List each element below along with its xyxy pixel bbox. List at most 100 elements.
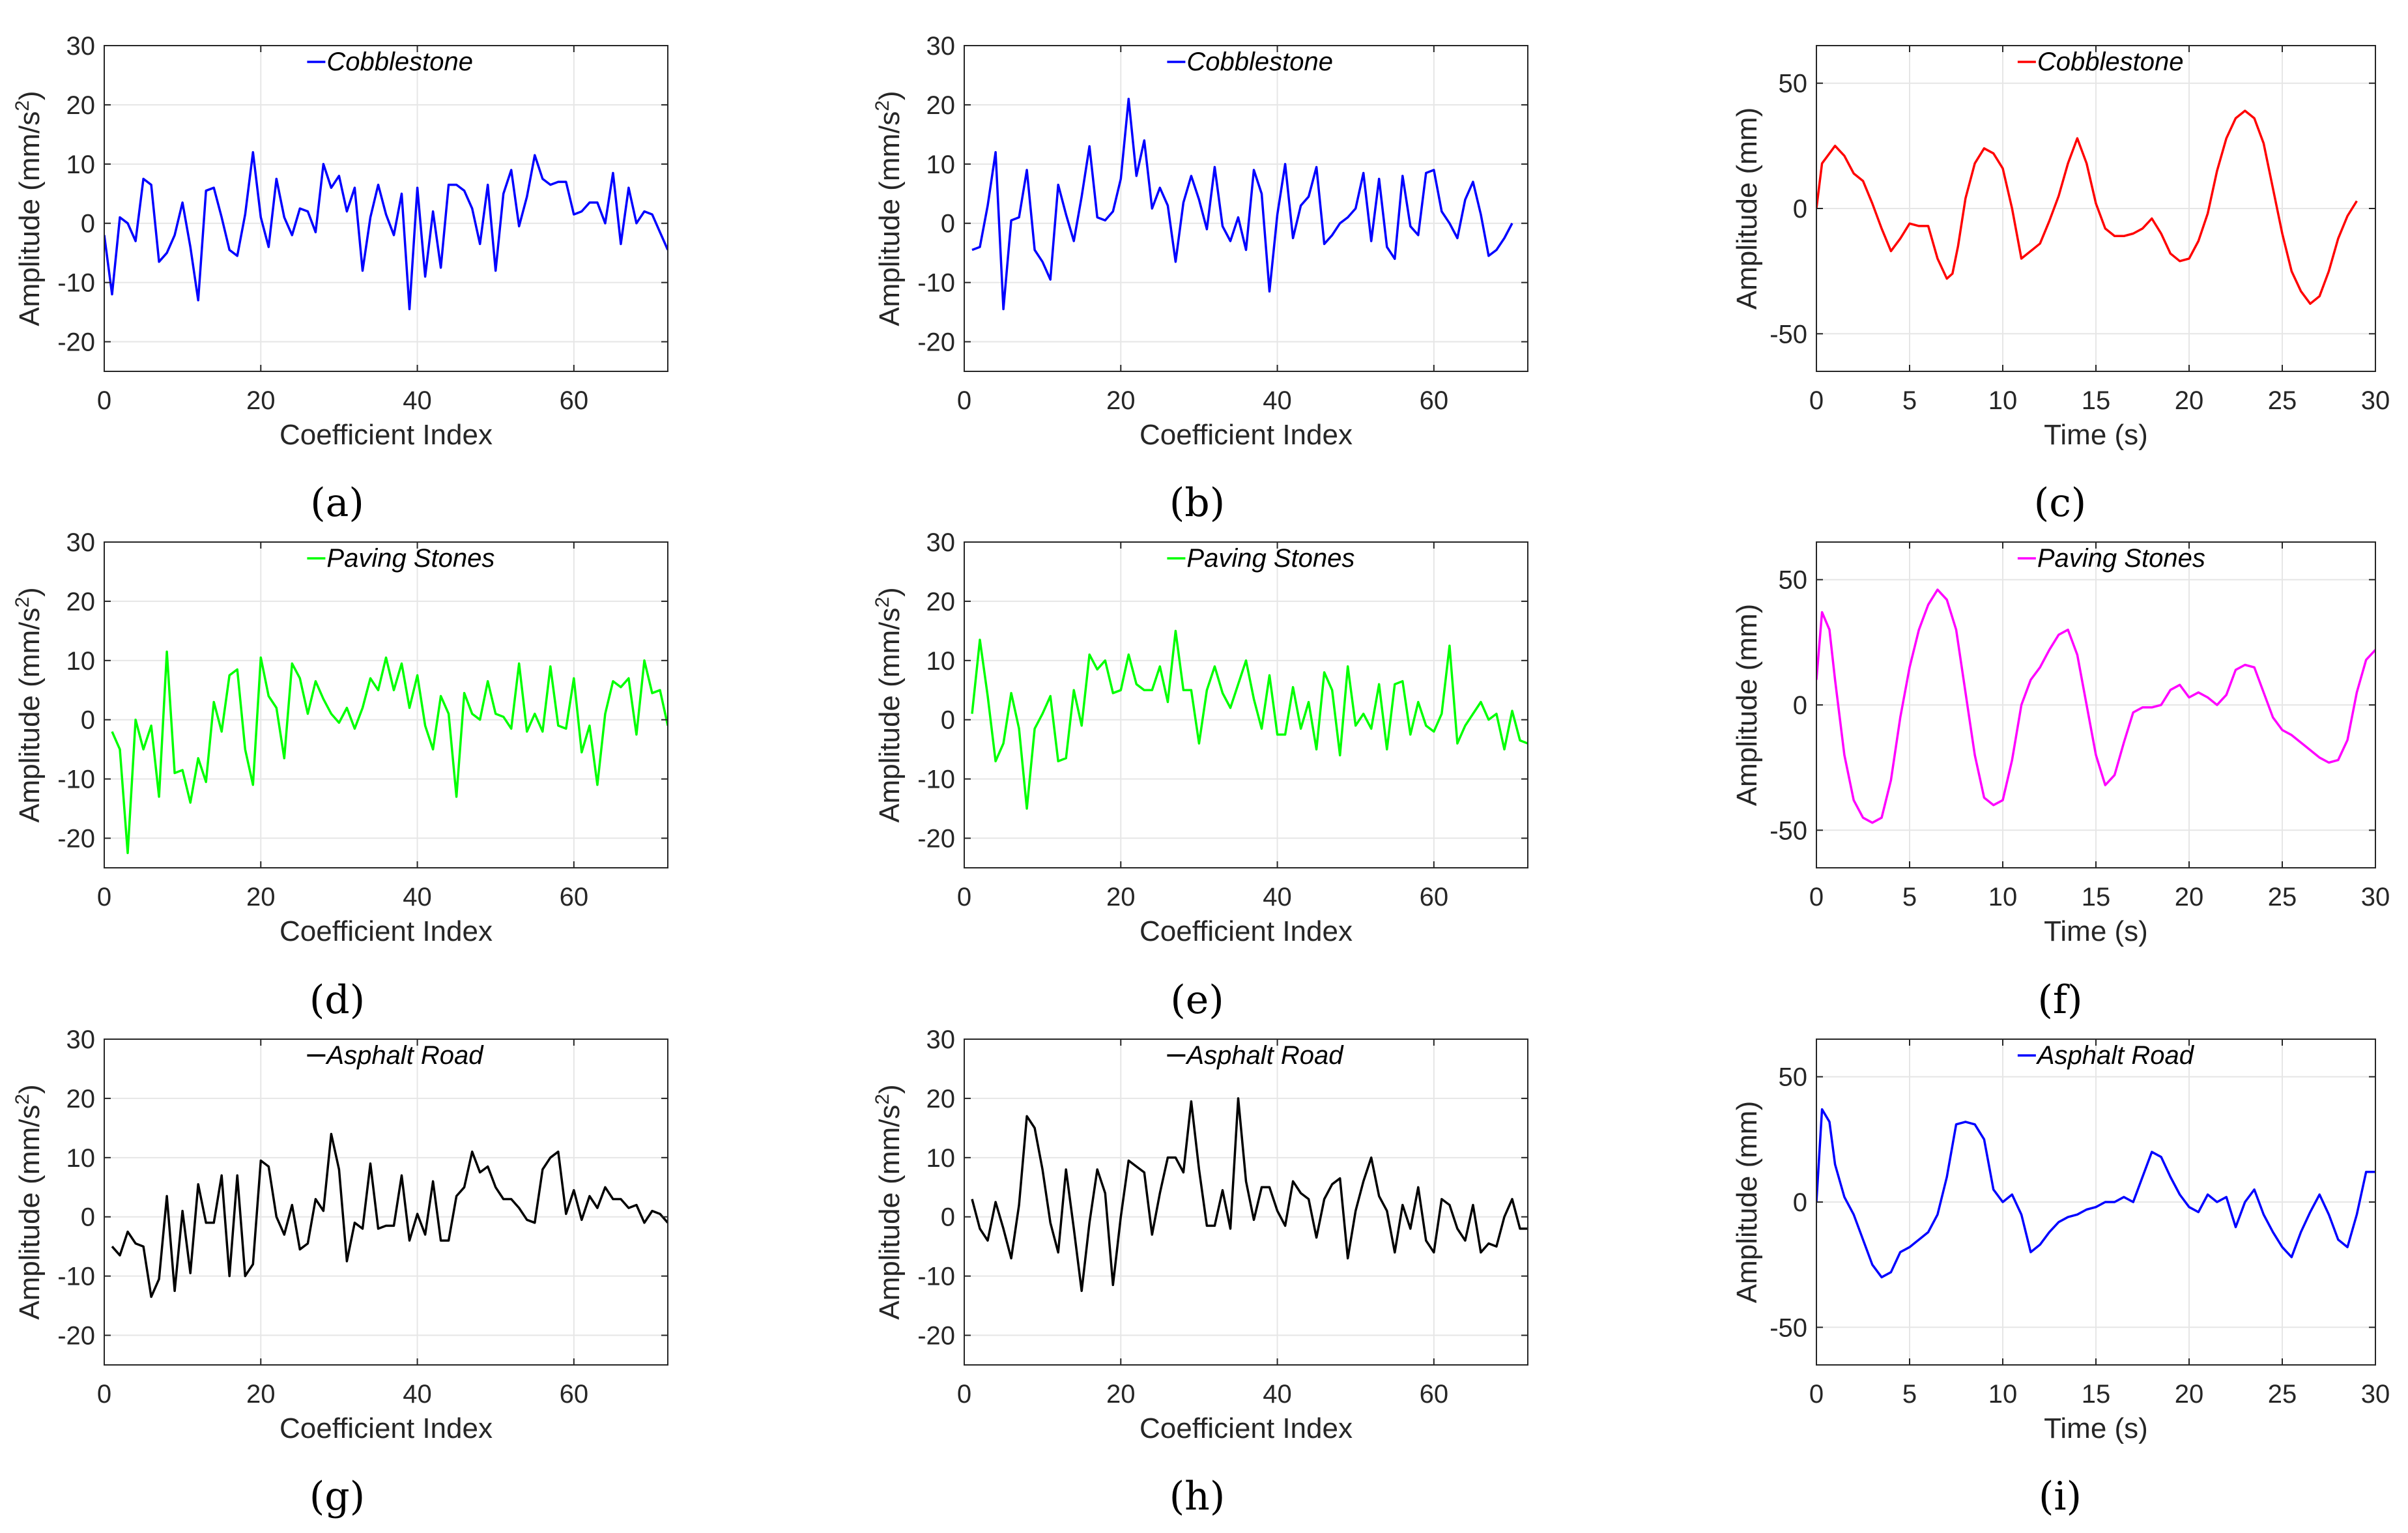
series-line-cobblestone bbox=[1816, 109, 2358, 305]
x-axis-label: Coefficient Index bbox=[280, 915, 493, 947]
x-tick-label: 60 bbox=[560, 1380, 589, 1409]
axes-frame bbox=[104, 1039, 668, 1366]
panel-label-e: (e) bbox=[1170, 977, 1224, 1023]
plot-area bbox=[964, 1039, 1528, 1365]
y-tick-label: 10 bbox=[66, 1144, 96, 1173]
axes-frame bbox=[104, 541, 668, 868]
y-tick-label: -20 bbox=[917, 825, 955, 853]
y-tick-label: 0 bbox=[81, 210, 95, 238]
x-axis-label: Coefficient Index bbox=[280, 419, 493, 451]
y-axis-label: Amplitude (mm/s2) bbox=[872, 1084, 906, 1319]
series-line-asphalt-road bbox=[971, 1097, 1528, 1293]
x-tick-label: 40 bbox=[1263, 1380, 1292, 1409]
x-tick-label: 0 bbox=[97, 1380, 111, 1409]
y-tick-label: 50 bbox=[1779, 70, 1808, 98]
x-tick-label: 5 bbox=[1902, 883, 1917, 911]
legend-label: Paving Stones bbox=[1186, 544, 1354, 573]
x-tick-label: 0 bbox=[957, 1380, 971, 1409]
legend-label: Asphalt Road bbox=[325, 1041, 484, 1070]
y-tick-label: 0 bbox=[941, 210, 955, 238]
x-axis-label: Coefficient Index bbox=[1140, 1412, 1353, 1444]
y-tick-label: 0 bbox=[941, 706, 955, 735]
y-tick-label: 0 bbox=[941, 1203, 955, 1232]
y-tick-label: 30 bbox=[66, 528, 96, 557]
y-axis-label: Amplitude (mm) bbox=[1731, 107, 1763, 310]
panel-label-b: (b) bbox=[1169, 480, 1226, 526]
x-tick-label: 15 bbox=[2082, 386, 2111, 415]
legend-label: Cobblestone bbox=[326, 48, 473, 76]
y-tick-label: -20 bbox=[57, 1322, 95, 1351]
legend-label: Paving Stones bbox=[2037, 544, 2205, 573]
legend-label: Asphalt Road bbox=[2036, 1041, 2195, 1070]
x-tick-label: 20 bbox=[2175, 1380, 2204, 1409]
x-tick-label: 20 bbox=[1106, 386, 1136, 415]
chart-a: 0 20 40 60 -20 -10 0 10 20 30 Coefficient Index Amp… bbox=[12, 32, 668, 451]
y-tick-label: 30 bbox=[926, 1025, 956, 1054]
x-tick-label: 0 bbox=[1809, 883, 1824, 911]
y-tick-label: 10 bbox=[926, 150, 956, 179]
series-line-cobblestone bbox=[104, 150, 668, 311]
legend-label: Asphalt Road bbox=[1185, 1041, 1344, 1070]
x-axis-label: Time (s) bbox=[2044, 419, 2148, 451]
legend-label: Cobblestone bbox=[2037, 48, 2184, 76]
y-tick-label: 10 bbox=[66, 150, 96, 179]
y-tick-label: 50 bbox=[1779, 566, 1808, 595]
legend-label: Paving Stones bbox=[326, 544, 494, 573]
y-tick-label: 30 bbox=[66, 1025, 96, 1054]
x-tick-label: 5 bbox=[1902, 386, 1917, 415]
x-tick-label: 40 bbox=[1263, 386, 1292, 415]
legend-label: Cobblestone bbox=[1186, 48, 1333, 76]
y-tick-label: -20 bbox=[917, 328, 955, 357]
axes-frame bbox=[964, 1039, 1528, 1366]
series-line-asphalt-road bbox=[1816, 1108, 2375, 1279]
y-tick-label: -50 bbox=[1770, 320, 1807, 349]
y-tick-label: -20 bbox=[57, 825, 95, 853]
y-tick-label: 30 bbox=[926, 32, 956, 61]
x-tick-label: 60 bbox=[1420, 386, 1449, 415]
x-tick-label: 5 bbox=[1902, 1380, 1917, 1409]
x-tick-label: 40 bbox=[403, 386, 432, 415]
panel-label-d: (d) bbox=[309, 977, 366, 1023]
chart-g: 0 20 40 60 -20 -10 0 10 20 30 Coefficient Index Amp… bbox=[12, 1025, 668, 1444]
x-tick-label: 10 bbox=[1988, 386, 2018, 415]
x-tick-label: 30 bbox=[2361, 883, 2390, 911]
x-tick-label: 20 bbox=[246, 386, 276, 415]
y-tick-label: 0 bbox=[81, 1203, 95, 1232]
panel-label-i: (i) bbox=[2038, 1474, 2082, 1519]
panel-label-c: (c) bbox=[2033, 480, 2087, 526]
x-tick-label: 15 bbox=[2082, 1380, 2111, 1409]
x-tick-label: 25 bbox=[2268, 386, 2297, 415]
x-axis-label: Coefficient Index bbox=[1140, 915, 1353, 947]
x-tick-label: 20 bbox=[1106, 1380, 1136, 1409]
x-tick-label: 0 bbox=[957, 386, 971, 415]
x-tick-label: 10 bbox=[1988, 883, 2018, 911]
y-tick-label: 20 bbox=[926, 91, 956, 120]
x-tick-label: 0 bbox=[97, 883, 111, 911]
y-tick-label: 0 bbox=[1793, 691, 1807, 720]
x-tick-label: 15 bbox=[2082, 883, 2111, 911]
y-tick-label: 0 bbox=[81, 706, 95, 735]
y-axis-label: Amplitude (mm/s2) bbox=[12, 587, 46, 822]
x-tick-label: 25 bbox=[2268, 883, 2297, 911]
panel-label-a: (a) bbox=[310, 480, 364, 526]
x-axis-label: Coefficient Index bbox=[1140, 419, 1353, 451]
chart-b: 0 20 40 60 -20 -10 0 10 20 30 Coefficient Index Amp… bbox=[872, 32, 1528, 451]
y-tick-label: 20 bbox=[926, 1085, 956, 1113]
axes-frame bbox=[104, 45, 668, 372]
y-tick-label: 0 bbox=[1793, 195, 1807, 223]
y-tick-label: -10 bbox=[57, 1263, 95, 1291]
y-tick-label: -10 bbox=[57, 766, 95, 794]
series-line-paving-stones bbox=[971, 629, 1528, 810]
y-tick-label: -10 bbox=[917, 1263, 955, 1291]
y-tick-label: 0 bbox=[1793, 1188, 1807, 1217]
y-axis-label: Amplitude (mm/s2) bbox=[872, 587, 906, 822]
series-line-asphalt-road bbox=[111, 1132, 668, 1298]
x-tick-label: 30 bbox=[2361, 1380, 2390, 1409]
x-tick-label: 60 bbox=[1420, 1380, 1449, 1409]
y-tick-label: 10 bbox=[926, 647, 956, 676]
y-tick-label: 50 bbox=[1779, 1063, 1808, 1092]
y-tick-label: 30 bbox=[926, 528, 956, 557]
x-tick-label: 40 bbox=[403, 1380, 432, 1409]
